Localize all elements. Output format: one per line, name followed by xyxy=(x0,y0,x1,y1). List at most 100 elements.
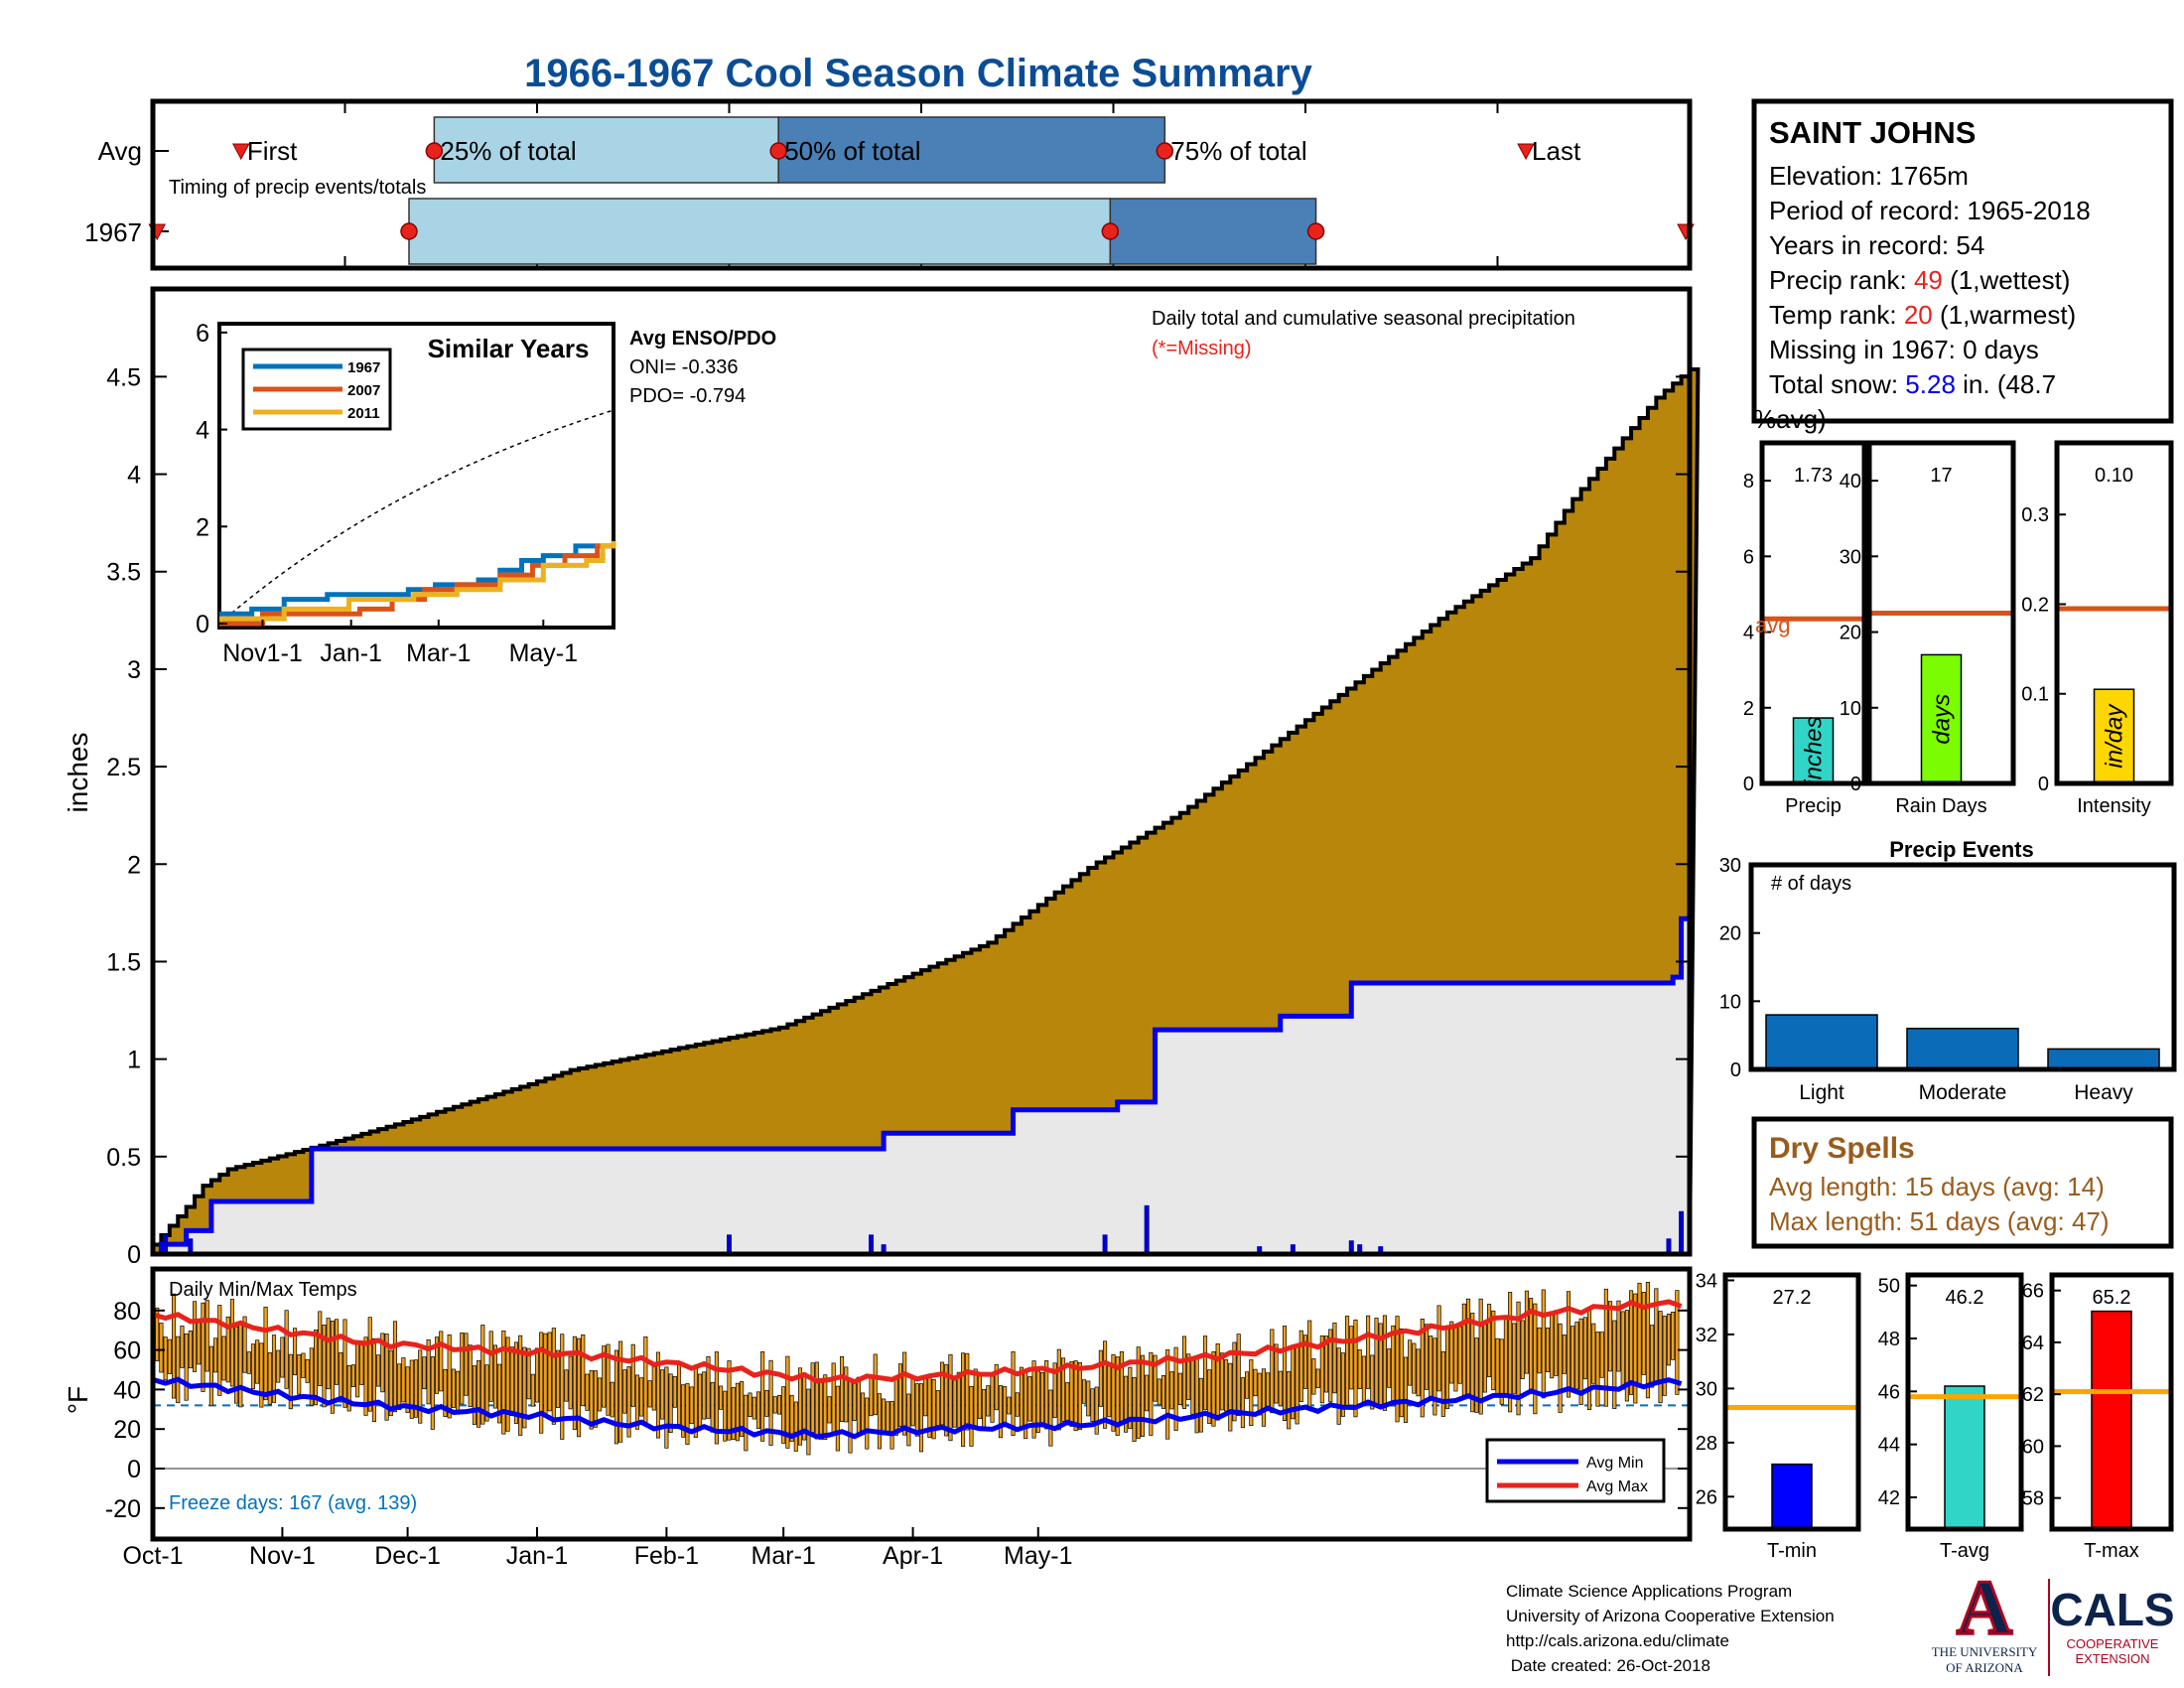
timing-avg-p25-marker xyxy=(425,142,444,160)
daily-temp-bar xyxy=(606,1343,611,1416)
inset-ytick-label: 6 xyxy=(196,320,209,348)
daily-temp-bar xyxy=(1266,1372,1271,1409)
daily-temp-bar xyxy=(581,1334,586,1407)
precip-chart: 0 0.5 1 1.5 2 2.5 3 3.5 4 4.5 inches Daily total … xyxy=(63,286,1701,1269)
daily-temp-bar xyxy=(1215,1342,1220,1421)
daily-temp-bar xyxy=(1616,1300,1621,1372)
daily-temp-bar xyxy=(1082,1379,1087,1404)
daily-temp-bar xyxy=(660,1369,665,1420)
daily-temp-bar xyxy=(1570,1326,1575,1391)
daily-temp-bar xyxy=(197,1322,202,1365)
daily-temp-bar xyxy=(560,1334,565,1440)
daily-temp-bar xyxy=(585,1373,590,1411)
rain-days-value-bar xyxy=(1920,653,1963,784)
daily-temp-bar xyxy=(1612,1320,1617,1409)
daily-temp-bar xyxy=(238,1324,243,1408)
daily-temp-bar xyxy=(740,1381,745,1438)
daily-temp-bar xyxy=(1160,1374,1166,1409)
daily-temp-bar xyxy=(543,1333,548,1417)
tmax-frame xyxy=(2049,1272,2174,1532)
cals-logo: CALS COOPERATIVE EXTENSION xyxy=(2050,1584,2174,1666)
daily-temp-bar xyxy=(689,1386,694,1425)
daily-temp-bar xyxy=(889,1400,894,1450)
precip-events-title: Precip Events xyxy=(1889,837,2034,862)
daily-temp-bar xyxy=(1457,1326,1462,1384)
precip-frame xyxy=(1759,440,1867,786)
daily-temp-bar xyxy=(539,1332,544,1434)
rain-days-category-label: Rain Days xyxy=(1895,795,1986,817)
daily-temp-bar xyxy=(1453,1328,1458,1392)
daily-temp-bar xyxy=(513,1341,519,1424)
event-bar-light xyxy=(1765,1014,1878,1070)
daily-temp-bar xyxy=(1629,1290,1634,1395)
daily-temp-bar xyxy=(748,1392,752,1417)
daily-temp-bar xyxy=(1315,1368,1320,1389)
daily-temp-bar xyxy=(986,1385,991,1417)
daily-temp-bar xyxy=(710,1381,715,1433)
daily-temp-bar xyxy=(1491,1310,1496,1391)
tmin-category-label: T-min xyxy=(1767,1540,1817,1562)
temp-xtick-label: Oct-1 xyxy=(122,1542,183,1570)
daily-temp-bar xyxy=(1645,1282,1650,1399)
daily-temp-bar xyxy=(614,1349,618,1445)
daily-temp-bar xyxy=(1153,1354,1158,1402)
daily-temp-bar xyxy=(969,1385,974,1447)
temp-ytick-label: -20 xyxy=(105,1495,141,1523)
events-ytick-label: 30 xyxy=(1719,855,1741,877)
daily-temp-bar xyxy=(797,1367,803,1446)
daily-temp-bar xyxy=(1357,1349,1362,1389)
precip-events-sublabel: # of days xyxy=(1771,873,1851,895)
daily-temp-bar xyxy=(1487,1304,1492,1377)
daily-temp-bar xyxy=(501,1330,506,1435)
daily-temp-bar xyxy=(1086,1380,1091,1417)
precip-panel: 0 2 4 6 8 1.73 Precip inches avg xyxy=(1743,440,1867,817)
intensity-unit-label: in/day xyxy=(2102,703,2128,769)
university-of-arizona-logo: A THE UNIVERSITY OF ARIZONA xyxy=(1932,1563,2038,1676)
daily-temp-bar xyxy=(318,1311,323,1386)
daily-temp-bar xyxy=(1194,1357,1199,1434)
dry-spells-box: Dry Spells Avg length: 15 days (avg: 14)… xyxy=(1751,1116,2174,1249)
similar-years-title: Similar Years xyxy=(428,334,590,363)
daily-temp-bar xyxy=(1015,1392,1020,1417)
daily-temp-bar xyxy=(897,1363,903,1428)
daily-temp-bar xyxy=(577,1337,582,1438)
daily-temp-bar xyxy=(1671,1312,1676,1360)
tmax-value-label: 65.2 xyxy=(2093,1287,2131,1309)
daily-temp-bar xyxy=(301,1352,306,1378)
daily-temp-bar xyxy=(882,1398,887,1436)
temp-xtick-label: Mar-1 xyxy=(751,1542,816,1570)
daily-temp-bar xyxy=(217,1305,222,1396)
precip-ytick-label: 3 xyxy=(127,656,141,684)
daily-temp-bar xyxy=(1270,1329,1275,1414)
daily-temp-bar xyxy=(1378,1323,1383,1405)
daily-temp-bar xyxy=(873,1353,878,1416)
daily-temp-bar xyxy=(1052,1362,1057,1418)
daily-temp-bar xyxy=(346,1364,351,1412)
daily-temp-bar xyxy=(167,1338,172,1374)
legend-1967: 1967 xyxy=(347,359,380,376)
inset-average-dashed-line xyxy=(218,409,614,625)
tavg-frame xyxy=(1905,1272,2024,1532)
daily-temp-bar xyxy=(593,1370,598,1428)
freeze-days: Freeze days: 167 (avg. 139) xyxy=(169,1492,417,1514)
average-min-temp-line xyxy=(152,1376,1683,1440)
timing-first-label: First xyxy=(247,136,298,166)
station-elevation: Elevation: 1765m xyxy=(1769,161,1969,191)
daily-temp-bar xyxy=(1224,1359,1229,1412)
daily-temp-bar xyxy=(668,1373,673,1434)
daily-temp-bar xyxy=(672,1375,677,1408)
rain-days-ytick-label: 40 xyxy=(1840,471,1861,492)
daily-temp-bar xyxy=(280,1336,285,1378)
temp-legend: Avg Min Avg Max xyxy=(1485,1438,1666,1503)
daily-temp-bar xyxy=(1436,1305,1441,1392)
inset-ytick-label: 4 xyxy=(196,417,209,445)
daily-temp-bar xyxy=(1077,1362,1082,1431)
daily-temp-bar xyxy=(208,1345,213,1407)
timing-row-label-1967: 1967 xyxy=(84,217,142,247)
tmax-ytick-label: 58 xyxy=(2022,1488,2044,1510)
daily-temp-bar xyxy=(814,1361,819,1440)
daily-temp-bar xyxy=(1495,1337,1500,1398)
precip-value-bar xyxy=(1792,717,1835,784)
daily-temp-bar xyxy=(902,1351,907,1436)
daily-temp-bar xyxy=(1128,1366,1133,1429)
